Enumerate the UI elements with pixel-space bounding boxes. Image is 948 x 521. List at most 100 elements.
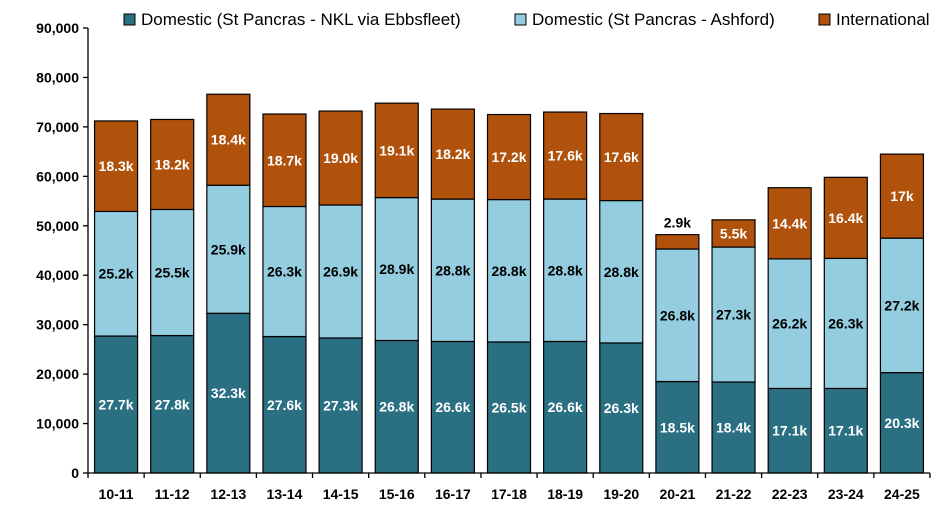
bar-segment [823, 387, 868, 474]
x-tick-label: 15-16 [379, 486, 415, 502]
data-label: 27.8k [155, 396, 190, 412]
data-label: 27.2k [884, 297, 919, 313]
data-label: 20.3k [884, 415, 919, 431]
data-label: 27.3k [323, 398, 358, 414]
data-label: 17.2k [491, 149, 526, 165]
x-tick-label: 14-15 [323, 486, 359, 502]
data-label: 26.6k [548, 399, 583, 415]
bar-segment [767, 187, 812, 260]
x-tick-label: 13-14 [267, 486, 303, 502]
bar-segment [543, 111, 588, 200]
x-tick-label: 22-23 [772, 486, 808, 502]
legend-swatch [514, 13, 527, 26]
data-label: 28.8k [435, 262, 470, 278]
bar-segment [150, 118, 195, 211]
data-label: 5.5k [720, 225, 747, 241]
data-label: 28.9k [379, 261, 414, 277]
bar-segment [93, 335, 139, 474]
data-label: 28.8k [604, 264, 639, 280]
bar-segment [374, 339, 419, 474]
bar-segment [879, 372, 925, 474]
y-tick-label: 60,000 [36, 168, 79, 184]
x-tick-label: 20-21 [659, 486, 695, 502]
bar-segment [486, 341, 532, 474]
data-label: 27.6k [267, 397, 302, 413]
data-label: 17k [890, 188, 914, 204]
y-tick-label: 20,000 [36, 366, 79, 382]
data-label: 26.9k [323, 264, 358, 280]
data-label: 18.2k [155, 156, 190, 172]
bar-segment [150, 208, 195, 337]
x-tick-label: 19-20 [603, 486, 639, 502]
legend-label: Domestic (St Pancras - NKL via Ebbsfleet… [141, 10, 461, 29]
bar-segment [655, 248, 700, 383]
data-label: 27.7k [99, 397, 134, 413]
bar-segment [711, 219, 756, 248]
bar-segment [430, 340, 475, 474]
data-label: 17.6k [604, 149, 639, 165]
x-tick-label: 18-19 [547, 486, 583, 502]
data-label: 26.8k [379, 399, 414, 415]
x-tick-label: 11-12 [155, 486, 190, 502]
data-label: 18.4k [211, 132, 246, 148]
x-tick-label: 12-13 [210, 486, 246, 502]
data-label: 27.3k [716, 307, 751, 323]
bar-segment [486, 198, 532, 343]
data-label: 26.5k [491, 399, 526, 415]
y-tick-label: 90,000 [36, 20, 79, 36]
bar-segment [262, 113, 307, 208]
data-label: 26.3k [267, 264, 302, 280]
y-tick-label: 50,000 [36, 218, 79, 234]
x-tick-label: 17-18 [491, 486, 527, 502]
bar-segment [599, 199, 644, 344]
y-tick-label: 10,000 [36, 416, 79, 432]
data-label: 26.3k [604, 400, 639, 416]
data-label: 17.1k [828, 423, 863, 439]
bar-segment [486, 113, 532, 201]
data-label: 32.3k [211, 385, 246, 401]
bar-segment [93, 210, 139, 337]
data-label: 25.9k [211, 241, 246, 257]
data-label: 25.5k [155, 265, 190, 281]
legend-swatch [818, 13, 831, 26]
data-label: 18.3k [99, 158, 134, 174]
legend-label: International [836, 10, 930, 29]
data-label: 18.7k [267, 152, 302, 168]
bar-segment [374, 102, 419, 199]
bar-segment [262, 335, 307, 474]
x-axis: 10-11 11-12 12-13 13-14 14-15 15-16 16-17 17-18… [87, 472, 931, 502]
bar-segment [318, 110, 363, 206]
data-label: 18.5k [660, 419, 695, 435]
y-tick-label: 80,000 [36, 69, 79, 85]
legend: Domestic (St Pancras - NKL via Ebbsfleet… [123, 10, 930, 29]
y-tick-label: 40,000 [36, 267, 79, 283]
bar-segment [262, 205, 307, 338]
data-label: 28.8k [491, 263, 526, 279]
bars: 27.7k 25.2k 18.3k 27.8k 25.5k 18.2k 32.3k 25.9k… [93, 93, 925, 474]
data-label: 26.8k [660, 307, 695, 323]
bar-segment [150, 334, 195, 474]
bar-segment [206, 93, 251, 186]
data-label: 16.4k [828, 210, 863, 226]
data-label: 18.4k [716, 420, 751, 436]
bar-segment [430, 108, 475, 200]
data-label: 28.8k [548, 262, 583, 278]
y-axis: 0 10,000 20,000 30,000 40,000 50,000 60,000 70,… [36, 20, 89, 481]
data-label: 26.3k [828, 315, 863, 331]
data-label: 18.2k [435, 146, 470, 162]
x-tick-label: 16-17 [435, 486, 471, 502]
data-label: 17.6k [548, 148, 583, 164]
legend-label: Domestic (St Pancras - Ashford) [532, 10, 775, 29]
data-label: 25.2k [99, 266, 134, 282]
data-label: 19.0k [323, 150, 358, 166]
bar-segment [599, 342, 644, 474]
data-label: 26.2k [772, 316, 807, 332]
y-tick-label: 0 [71, 465, 79, 481]
bar-segment [318, 337, 363, 474]
bar-segment [599, 112, 644, 202]
y-tick-label: 70,000 [36, 119, 79, 135]
data-label: 19.1k [379, 142, 414, 158]
bar-segment [430, 198, 475, 343]
x-tick-label: 10-11 [99, 486, 134, 502]
